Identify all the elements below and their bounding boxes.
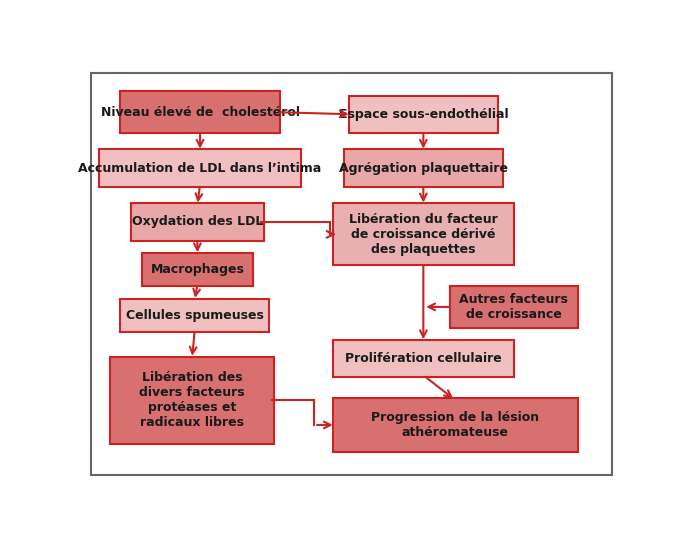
Text: Autres facteurs
de croissance: Autres facteurs de croissance <box>460 293 568 321</box>
FancyBboxPatch shape <box>120 299 269 332</box>
Text: Macrophages: Macrophages <box>150 263 244 276</box>
FancyBboxPatch shape <box>450 286 578 328</box>
FancyBboxPatch shape <box>120 91 280 133</box>
Text: Agrégation plaquettaire: Agrégation plaquettaire <box>339 161 508 175</box>
Text: Progression de la lésion
athéromateuse: Progression de la lésion athéromateuse <box>371 411 539 439</box>
Text: Espace sous-endothélial: Espace sous-endothélial <box>338 108 508 121</box>
Text: Oxydation des LDL: Oxydation des LDL <box>132 216 263 229</box>
Text: Niveau élevé de  cholestérol: Niveau élevé de cholestérol <box>101 105 300 119</box>
Text: Libération du facteur
de croissance dérivé
des plaquettes: Libération du facteur de croissance déri… <box>349 213 498 256</box>
FancyBboxPatch shape <box>349 96 498 133</box>
Text: Accumulation de LDL dans l’intima: Accumulation de LDL dans l’intima <box>78 161 322 175</box>
FancyBboxPatch shape <box>131 203 264 240</box>
Text: Cellules spumeuses: Cellules spumeuses <box>126 309 263 322</box>
FancyBboxPatch shape <box>141 253 253 286</box>
FancyBboxPatch shape <box>333 203 514 265</box>
FancyBboxPatch shape <box>333 398 578 452</box>
FancyBboxPatch shape <box>333 340 514 377</box>
FancyBboxPatch shape <box>344 150 503 187</box>
FancyBboxPatch shape <box>110 357 274 444</box>
FancyBboxPatch shape <box>99 150 301 187</box>
Text: Prolifération cellulaire: Prolifération cellulaire <box>345 352 501 365</box>
Text: Libération des
divers facteurs
protéases et
radicaux libres: Libération des divers facteurs protéases… <box>139 371 245 429</box>
